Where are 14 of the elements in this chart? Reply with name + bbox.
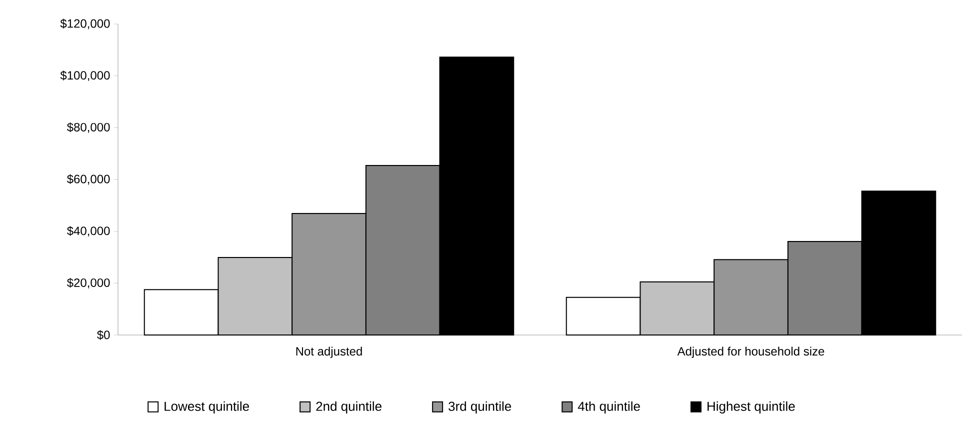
legend-label: 4th quintile: [578, 401, 640, 414]
legend-label: Lowest quintile: [164, 401, 249, 414]
y-tick-label: $80,000: [66, 122, 110, 133]
y-tick-label: $40,000: [66, 226, 110, 237]
legend-label: Highest quintile: [708, 401, 795, 414]
y-tick-label: $60,000: [66, 174, 110, 185]
x-tick-label: Not adjusted: [296, 346, 362, 358]
legend-label: 3rd quintile: [448, 401, 512, 414]
y-tick-label: $120,000: [60, 18, 110, 30]
x-tick-label: Adjusted for household size: [677, 346, 824, 358]
y-tick-label: $100,000: [60, 70, 110, 82]
legend-label: 2nd quintile: [316, 401, 382, 414]
y-tick-label: $20,000: [66, 278, 110, 288]
y-tick-label: $0: [97, 330, 110, 340]
